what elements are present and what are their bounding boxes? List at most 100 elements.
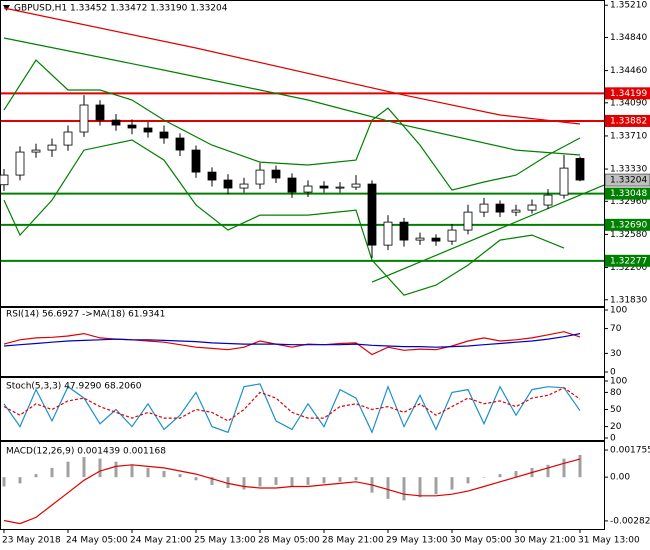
histogram-bar <box>210 477 214 485</box>
histogram-bar <box>338 477 342 482</box>
histogram-bar <box>322 477 326 484</box>
candle-body <box>511 209 521 213</box>
x-tick-label: 28 May 05:00 <box>258 536 320 546</box>
series-line <box>3 333 581 348</box>
level-label: 1.32277 <box>610 256 647 266</box>
y-tick-label: 1.35210 <box>610 1 647 11</box>
x-tick-label: 23 May 2018 <box>2 536 61 546</box>
x-tick-label: 31 May 13:00 <box>578 536 640 546</box>
candle-body <box>319 185 329 189</box>
histogram-bar <box>242 477 246 490</box>
last-price-box <box>604 173 650 187</box>
candle-body <box>31 149 41 153</box>
histogram-bar <box>162 471 166 478</box>
y-tick-label: 80 <box>610 388 622 398</box>
histogram-bar <box>450 477 454 490</box>
y-tick-label: 1.31830 <box>610 295 647 305</box>
x-tick-label: 30 May 21:00 <box>514 536 576 546</box>
candle-body <box>399 221 409 241</box>
candle-body <box>351 183 361 188</box>
histogram-bar <box>34 474 38 478</box>
candle-body <box>415 237 425 241</box>
histogram-bar <box>466 477 470 484</box>
last-price-label: 1.33204 <box>610 176 647 186</box>
series-line <box>3 331 581 356</box>
panel-frame <box>0 0 605 307</box>
histogram-bar <box>2 477 6 487</box>
candle-body <box>223 179 233 189</box>
level-label: 1.33048 <box>610 189 647 199</box>
y-tick-label: 1.32200 <box>610 263 647 273</box>
series-line <box>3 383 581 434</box>
candle-body <box>463 211 473 231</box>
candle-body <box>447 229 457 242</box>
histogram-bar <box>306 477 310 485</box>
candle-body <box>495 203 505 213</box>
level-label-box <box>605 254 650 267</box>
level-label: 1.32690 <box>610 220 647 230</box>
histogram-bar <box>290 477 294 487</box>
y-tick-label: 1.33710 <box>610 131 647 141</box>
candle-body <box>191 149 201 173</box>
y-tick-label: 1.33330 <box>610 165 647 175</box>
y-tick-label: 0 <box>610 368 616 378</box>
y-tick-label: 100 <box>610 377 627 387</box>
candle-body <box>47 144 57 151</box>
level-label: 1.33882 <box>610 116 647 126</box>
series-line <box>3 387 581 422</box>
y-tick-label: 0.00 <box>610 473 630 483</box>
candle-body <box>255 169 265 185</box>
x-tick-label: 25 May 13:00 <box>194 536 256 546</box>
histogram-bar <box>546 464 550 478</box>
candle-body <box>111 119 121 126</box>
candle-body <box>367 183 377 246</box>
candle-body <box>0 174 9 186</box>
candle-body <box>175 137 185 151</box>
y-tick-label: 30 <box>610 349 622 359</box>
level-label-box <box>605 218 650 231</box>
y-tick-label: 0 <box>610 434 616 444</box>
panel-title: RSI(14) 56.6927 ->MA(18) 61.9341 <box>6 310 165 320</box>
panel-title: MACD(12,26,9) 0.001439 0.001168 <box>6 447 166 457</box>
series-line <box>3 37 581 156</box>
panel-frame <box>0 441 605 530</box>
y-tick-label: 1.32960 <box>610 197 647 207</box>
series-line <box>3 139 565 296</box>
candle-body <box>543 194 553 206</box>
histogram-bar <box>178 474 182 478</box>
histogram-bar <box>98 458 102 478</box>
series-line <box>3 7 581 125</box>
histogram-bar <box>482 477 486 478</box>
candle-body <box>143 127 153 133</box>
histogram-bar <box>258 477 262 487</box>
candle-body <box>575 158 585 181</box>
level-label: 1.34199 <box>610 89 647 99</box>
histogram-bar <box>418 477 422 498</box>
candle-body <box>127 124 137 129</box>
level-label-box <box>605 187 650 200</box>
histogram-bar <box>402 477 406 501</box>
y-tick-label: 100 <box>610 306 627 316</box>
candle-body <box>303 185 313 193</box>
y-tick-label: 0.001755 <box>610 446 650 456</box>
histogram-bar <box>354 477 358 481</box>
histogram-bar <box>114 461 118 478</box>
histogram-bar <box>18 477 22 484</box>
candle-body <box>287 177 297 193</box>
candle-body <box>207 171 217 181</box>
panel-frame <box>0 307 605 377</box>
y-tick-label: 1.32580 <box>610 230 647 240</box>
level-label-box <box>605 87 650 100</box>
candle-body <box>271 169 281 179</box>
series-line <box>371 184 604 283</box>
histogram-bar <box>130 464 134 478</box>
candle-body <box>15 151 25 176</box>
y-tick-label: 1.34460 <box>610 66 647 76</box>
y-tick-label: 20 <box>610 422 622 432</box>
candle-body <box>239 183 249 189</box>
y-tick-label: 1.34840 <box>610 33 647 43</box>
level-label-box <box>605 114 650 127</box>
panel-title: Stoch(5,3,3) 47.9290 68.2060 <box>6 382 142 392</box>
histogram-bar <box>386 477 390 499</box>
